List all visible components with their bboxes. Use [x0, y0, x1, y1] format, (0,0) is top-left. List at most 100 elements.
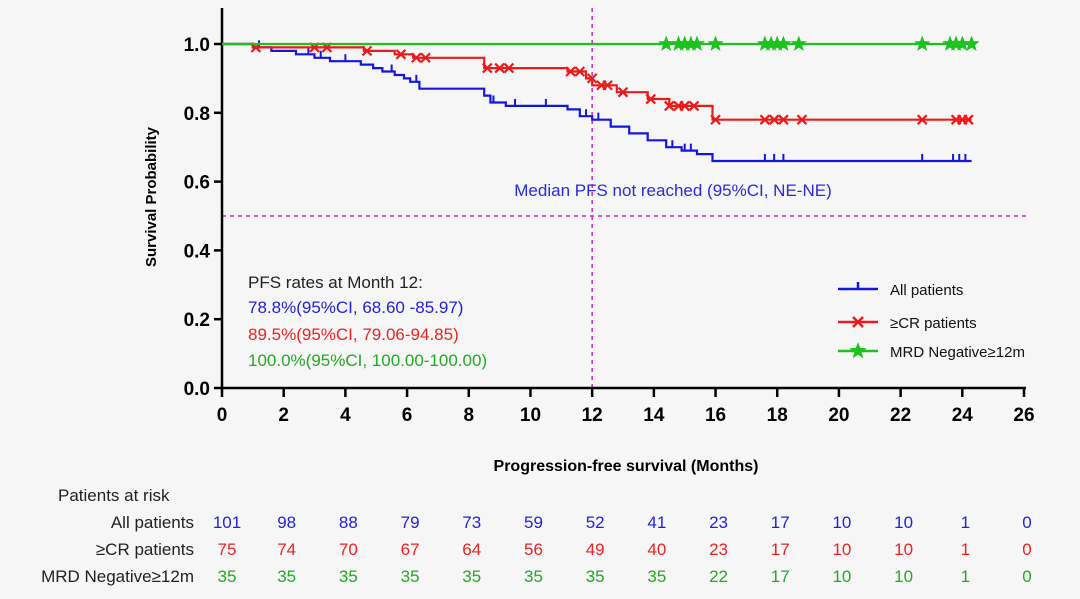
risk-cell-value: 10 [832, 513, 851, 532]
x-tick-label: 20 [828, 405, 849, 426]
censor-star-mark [963, 35, 980, 51]
x-tick-label: 16 [705, 405, 726, 426]
y-tick-label: 0.4 [184, 241, 211, 262]
risk-cell-value: 35 [277, 567, 296, 586]
risk-cell-value: 0 [1022, 513, 1031, 532]
risk-cell-value: 79 [401, 513, 420, 532]
censor-x-mark [759, 114, 771, 125]
risk-cell-value: 17 [771, 513, 790, 532]
risk-cell-value: 10 [894, 513, 913, 532]
censor-x-mark [778, 114, 789, 125]
risk-cell-value: 101 [213, 513, 241, 532]
censor-x-mark [710, 114, 721, 125]
censor-star-mark [658, 35, 675, 51]
censor-x-mark [481, 62, 493, 74]
plot-area: 0.00.20.40.60.81.00 2 4 6 8 10 12 14 16 18 20 22 24 2… [184, 8, 1035, 426]
risk-cell-value: 40 [647, 540, 666, 559]
y-axis-label: Survival Probability [143, 126, 160, 267]
risk-cell-value: 74 [277, 540, 296, 559]
median-pfs-annotation: Median PFS not reached (95%CI, NE-NE) [514, 181, 831, 200]
risk-table-title: Patients at risk [58, 486, 170, 505]
series-line-0 [222, 42, 972, 163]
censor-x-mark [361, 45, 373, 57]
risk-cell-value: 1 [961, 540, 970, 559]
legend-x-marker-cr [852, 316, 864, 328]
censor-star-mark [954, 35, 971, 51]
risk-cell-value: 17 [771, 540, 790, 559]
risk-cell-value: 52 [586, 513, 605, 532]
x-tick-label: 26 [1013, 405, 1034, 426]
risk-cell-value: 75 [218, 540, 237, 559]
y-tick-label: 0.8 [184, 104, 210, 125]
risk-cell-value: 1 [961, 567, 970, 586]
censor-x-mark [688, 100, 700, 112]
risk-cell-value: 35 [647, 567, 666, 586]
censor-x-mark [796, 114, 808, 125]
censor-x-mark [420, 52, 431, 64]
x-tick-label: 24 [952, 405, 974, 426]
risk-cell-value: 35 [462, 567, 481, 586]
censor-star-mark [756, 35, 773, 51]
y-tick-label: 0.6 [184, 173, 210, 194]
censor-x-mark [645, 93, 657, 105]
y-tick-label: 0.0 [184, 379, 210, 400]
legend-star-shape [849, 342, 867, 359]
pfs-rate-cr: 89.5%(95%CI, 79.06-94.85) [248, 325, 459, 344]
censor-x-mark [916, 114, 928, 125]
censor-x-mark [395, 49, 407, 60]
censor-star-mark [948, 35, 965, 51]
x-tick-label: 4 [340, 405, 351, 426]
censor-star-mark [941, 35, 959, 51]
risk-cell-value: 35 [586, 567, 605, 586]
pfs-rate-mrd: 100.0%(95%CI, 100.00-100.00) [248, 351, 487, 370]
risk-cell-value: 49 [586, 540, 605, 559]
risk-cell-value: 35 [524, 567, 543, 586]
censor-star-mark [775, 35, 792, 51]
risk-cell-value: 22 [709, 567, 728, 586]
x-tick-label: 12 [582, 405, 603, 426]
risk-cell-value: 35 [401, 567, 420, 586]
risk-cell-value: 98 [277, 513, 296, 532]
risk-cell-value: 0 [1022, 540, 1031, 559]
legend: All patients ≥CR patients MRD Negative≥1… [838, 282, 1025, 361]
censor-x-mark [586, 73, 598, 84]
censor-x-mark [411, 52, 422, 64]
censor-star-mark [682, 35, 699, 51]
risk-cell-value: 35 [218, 567, 237, 586]
overlay-annotations: Median PFS not reached (95%CI, NE-NE) PF… [143, 126, 832, 475]
risk-cell-value: 10 [894, 540, 913, 559]
risk-cell-value: 0 [1022, 567, 1031, 586]
censor-x-mark [768, 114, 780, 125]
censor-star-mark [769, 35, 786, 51]
risk-cell-value: 64 [462, 540, 481, 559]
risk-row-label: ≥CR patients [96, 540, 194, 559]
risk-cell-value: 1 [961, 513, 970, 532]
risk-cell-value: 67 [401, 540, 420, 559]
censor-x-mark [617, 86, 629, 98]
censor-star-mark [670, 35, 687, 51]
risk-cell-value: 41 [647, 513, 666, 532]
risk-cell-value: 10 [832, 567, 851, 586]
y-tick-label: 1.0 [184, 35, 210, 56]
risk-row-label: MRD Negative≥12m [41, 567, 194, 586]
risk-cell-value: 17 [771, 567, 790, 586]
risk-cell-value: 35 [339, 567, 358, 586]
x-tick-label: 22 [890, 405, 911, 426]
censor-star-mark [707, 35, 724, 51]
x-tick-label: 2 [278, 405, 289, 426]
censor-x-mark [565, 66, 576, 77]
censor-x-mark [963, 114, 974, 125]
pfs-rates-title: PFS rates at Month 12: [248, 273, 423, 292]
risk-cell-value: 23 [709, 540, 728, 559]
censor-x-mark [679, 100, 690, 112]
risk-cell-value: 59 [524, 513, 543, 532]
risk-table: Patients at risk All patients 101 98 88 79 73… [41, 486, 1032, 586]
censor-x-mark [574, 66, 586, 77]
risk-cell-value: 10 [894, 567, 913, 586]
x-tick-label: 6 [402, 405, 413, 426]
risk-cell-value: 56 [524, 540, 543, 559]
x-tick-label: 0 [217, 405, 228, 426]
risk-cell-value: 88 [339, 513, 358, 532]
censor-x-mark [663, 100, 675, 112]
